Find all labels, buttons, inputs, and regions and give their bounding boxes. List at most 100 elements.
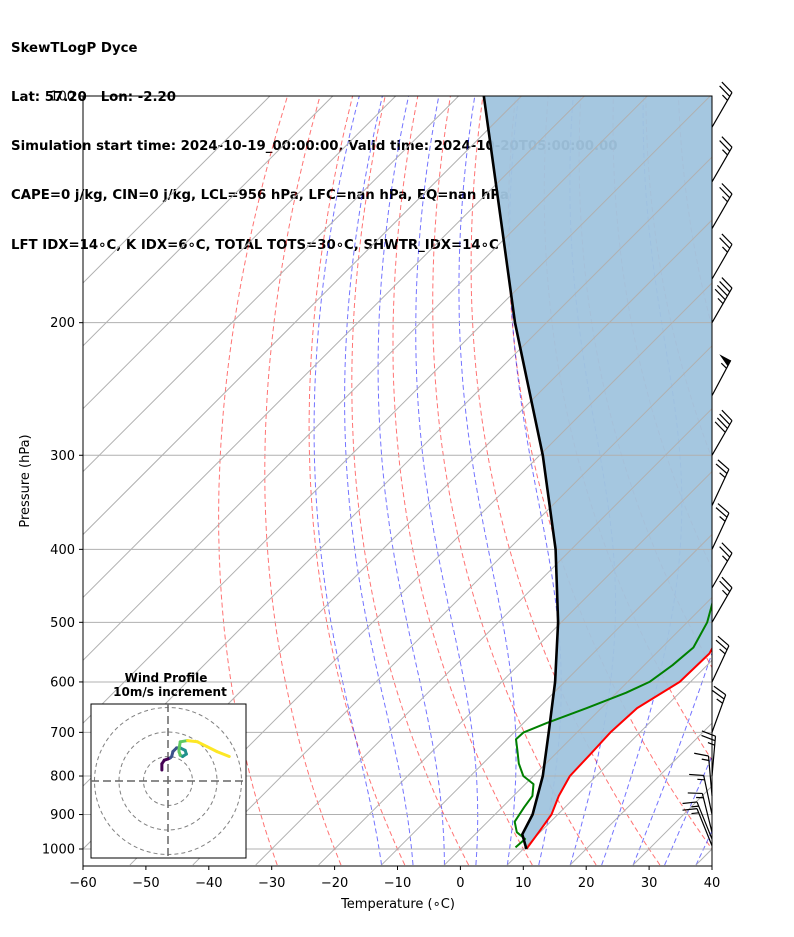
x-tick-label: −30 xyxy=(258,876,285,891)
barb-staff xyxy=(711,360,732,396)
hodograph-segment xyxy=(186,739,199,744)
wind-barb xyxy=(689,773,713,815)
wind-barb xyxy=(711,81,733,128)
barb-full xyxy=(719,281,731,293)
isotherm-line xyxy=(381,533,712,866)
barb-staff xyxy=(711,146,733,183)
wind-barb xyxy=(687,792,713,833)
barb-full xyxy=(715,507,728,518)
wind-barb xyxy=(711,233,733,280)
isotherm-line xyxy=(83,96,334,347)
x-tick-label: 10 xyxy=(515,876,532,891)
barb-half xyxy=(722,589,728,596)
x-tick-label: 30 xyxy=(641,876,658,891)
barb-full xyxy=(689,773,704,777)
y-tick-label: 400 xyxy=(50,543,75,558)
dry-adiabat xyxy=(308,96,406,866)
hodograph-segment xyxy=(205,745,219,754)
isotherm-line xyxy=(83,96,522,536)
y-axis-label: Pressure (hPa) xyxy=(18,434,33,527)
barb-half xyxy=(719,648,726,655)
isotherm-line xyxy=(83,96,397,410)
barb-full xyxy=(712,689,725,700)
barb-full xyxy=(721,576,733,589)
hodograph xyxy=(91,704,246,858)
barb-full xyxy=(682,808,698,811)
isotherm-line xyxy=(444,596,712,866)
isotherm-line xyxy=(83,96,711,724)
wind-barb xyxy=(711,409,733,456)
barb-full xyxy=(717,459,730,470)
barb-half xyxy=(701,758,710,762)
y-tick-label: 900 xyxy=(50,808,75,823)
barb-staff xyxy=(707,755,713,796)
barb-full xyxy=(682,801,698,805)
wind-barbs xyxy=(682,81,733,846)
wind-barb xyxy=(711,459,730,506)
wind-barb xyxy=(694,752,713,796)
x-tick-label: −10 xyxy=(384,876,411,891)
barb-full xyxy=(694,752,709,757)
barb-staff xyxy=(711,552,733,589)
barb-staff xyxy=(711,587,733,623)
barb-full xyxy=(715,463,728,474)
inset-title: Wind Profile xyxy=(125,671,208,685)
dry-adiabat xyxy=(432,96,597,866)
isotherm-line xyxy=(255,407,712,866)
wind-barb xyxy=(711,685,727,733)
barb-half xyxy=(691,812,699,815)
moist-adiabat xyxy=(632,651,712,866)
cape-shading xyxy=(483,96,712,849)
barb-flag xyxy=(719,354,731,367)
isotherm-line xyxy=(83,96,271,284)
barb-half xyxy=(720,362,727,369)
dry-adiabat xyxy=(744,96,794,865)
barb-half xyxy=(697,778,705,781)
cape-area xyxy=(483,96,712,849)
y-tick-label: 800 xyxy=(50,770,75,785)
isotherm-line xyxy=(192,345,712,866)
barb-full xyxy=(719,413,731,425)
barb-full xyxy=(713,685,727,696)
barb-half xyxy=(722,149,728,156)
dewpoint-line xyxy=(513,600,712,849)
moist-adiabat xyxy=(601,96,683,866)
barb-staff xyxy=(701,793,713,833)
dry-adiabat xyxy=(470,96,661,866)
isotherm-line xyxy=(506,659,712,866)
chart-title: SkewTLogP Dyce xyxy=(11,40,138,56)
dry-adiabat xyxy=(392,96,533,866)
barb-staff xyxy=(711,736,717,777)
barb-full xyxy=(719,580,731,592)
barb-staff xyxy=(696,801,713,840)
barb-half xyxy=(691,805,699,808)
x-tick-label: 20 xyxy=(578,876,595,891)
barb-half xyxy=(722,94,728,101)
barb-full xyxy=(719,186,731,199)
chart-header: SkewTLogP Dyce Lat: 57.20 Lon: -2.20 Sim… xyxy=(11,8,618,271)
x-axis-label: Temperature (∘C) xyxy=(340,897,455,912)
barb-staff xyxy=(711,694,727,733)
wind-barb xyxy=(711,576,733,623)
barb-staff xyxy=(711,244,733,280)
moist-adiabat xyxy=(313,96,382,866)
inset-subtitle: 10m/s increment xyxy=(113,685,227,699)
barb-half xyxy=(717,297,724,305)
barb-full xyxy=(716,284,728,297)
barb-full xyxy=(721,136,733,148)
profile-lines xyxy=(482,96,712,850)
barb-half xyxy=(707,741,715,746)
y-tick-label: 500 xyxy=(50,616,75,631)
wind-barb xyxy=(711,542,733,589)
barb-full xyxy=(719,85,731,97)
wind-barb xyxy=(711,183,733,229)
isotherm-line xyxy=(129,282,712,866)
y-tick-label: 700 xyxy=(50,726,75,741)
moist-adiabat xyxy=(377,96,445,865)
isotherm-line xyxy=(83,96,585,599)
x-tick-label: −50 xyxy=(132,876,159,891)
barb-half xyxy=(722,555,728,562)
wind-profile-inset: Wind Profile 10m/s increment xyxy=(90,671,247,859)
barb-staff xyxy=(711,645,730,683)
temperature-line xyxy=(525,646,712,850)
